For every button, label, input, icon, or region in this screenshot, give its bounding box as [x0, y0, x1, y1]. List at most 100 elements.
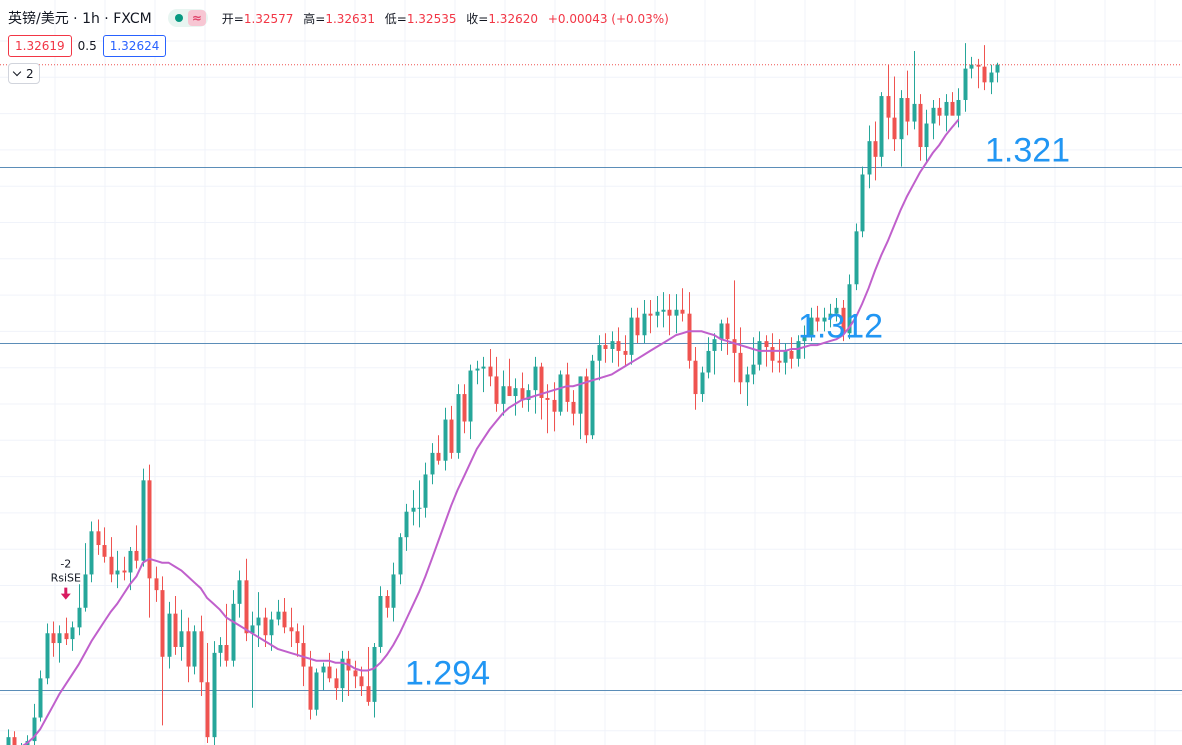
- candle-body: [963, 68, 968, 100]
- candle-body: [828, 313, 833, 318]
- candle-body: [398, 537, 403, 575]
- candle-body: [745, 374, 750, 383]
- symbol-title[interactable]: 英镑/美元 · 1h · FXCM: [8, 11, 152, 27]
- candle-body: [147, 480, 152, 579]
- candle-body: [70, 627, 75, 640]
- ohlc-low-value: 1.32535: [406, 11, 457, 26]
- candle-body: [751, 364, 756, 375]
- candle-body: [693, 360, 698, 395]
- candle-body: [6, 737, 11, 745]
- candle-body: [321, 666, 326, 673]
- candle-body: [950, 101, 955, 116]
- candle-body: [789, 350, 794, 359]
- candlestick-series: [6, 43, 1000, 745]
- candle-body: [873, 141, 878, 157]
- candle-body: [340, 658, 345, 689]
- candle-body: [122, 570, 127, 573]
- ohlc-close-label: 收=: [466, 11, 489, 26]
- buy-price-button[interactable]: 1.32624: [102, 35, 167, 57]
- indicators-toggle-button[interactable]: 2: [8, 63, 40, 84]
- candle-body: [256, 617, 261, 626]
- candle-body: [944, 101, 949, 116]
- ohlc-change-value: +0.00043 (+0.03%): [547, 11, 669, 26]
- candle-body: [667, 309, 672, 316]
- ohlc-low-label: 低=: [384, 11, 407, 26]
- candle-body: [109, 556, 114, 575]
- candle-body: [687, 313, 692, 361]
- candle-body: [199, 631, 204, 683]
- candle-body: [411, 507, 416, 512]
- candle-body: [706, 350, 711, 373]
- candle-body: [83, 574, 88, 608]
- candle-body: [533, 366, 538, 391]
- level-label: 1.294: [405, 655, 490, 693]
- candle-body: [815, 317, 820, 322]
- candle-body: [642, 313, 647, 336]
- candle-body: [629, 317, 634, 355]
- candle-body: [571, 401, 576, 414]
- candle-body: [969, 64, 974, 69]
- candle-body: [995, 64, 1000, 73]
- candle-body: [507, 386, 512, 397]
- candle-body: [250, 625, 255, 634]
- candle-body: [989, 72, 994, 83]
- candle-body: [167, 613, 172, 657]
- candle-body: [449, 419, 454, 453]
- candle-body: [725, 323, 730, 340]
- candle-body: [674, 309, 679, 316]
- candle-body: [597, 345, 602, 361]
- horizontal-levels: [0, 167, 1182, 691]
- candle-body: [867, 141, 872, 175]
- candle-body: [372, 646, 377, 702]
- candle-body: [886, 96, 891, 118]
- candle-body: [918, 103, 923, 148]
- candle-body: [738, 352, 743, 383]
- candle-body: [231, 603, 236, 661]
- ohlc-high-value: 1.32631: [325, 11, 375, 26]
- candle-body: [269, 619, 274, 636]
- candle-body: [308, 666, 313, 710]
- candle-body: [391, 574, 396, 608]
- candle-body: [834, 307, 839, 314]
- candle-body: [578, 376, 583, 414]
- symbol-legend: 英镑/美元 · 1h · FXCM ≈ 开=1.32577 高=1.32631 …: [8, 8, 675, 28]
- market-status[interactable]: ≈: [167, 9, 208, 27]
- candle-body: [51, 633, 56, 644]
- candle-body: [276, 611, 281, 620]
- candle-body: [937, 107, 942, 116]
- candle-body: [366, 686, 371, 702]
- candle-body: [456, 394, 461, 453]
- candle-body: [218, 645, 223, 653]
- candle-body: [912, 103, 917, 122]
- candle-body: [847, 284, 852, 334]
- candle-body: [301, 643, 306, 667]
- candle-body: [468, 370, 473, 422]
- market-open-icon: [174, 14, 183, 22]
- candle-body: [160, 590, 165, 657]
- candle-body: [924, 123, 929, 148]
- candle-body: [96, 531, 101, 546]
- sell-price-button[interactable]: 1.32619: [8, 35, 72, 57]
- candle-body: [732, 339, 737, 353]
- candle-body: [494, 376, 499, 404]
- level-label: 1.321: [985, 132, 1070, 170]
- candle-body: [757, 341, 762, 365]
- candle-body: [539, 366, 544, 398]
- candle-body: [648, 313, 653, 316]
- signal-label: -2: [60, 558, 71, 571]
- candle-body: [545, 397, 550, 400]
- candle-body: [982, 66, 987, 83]
- ohlc-values: 开=1.32577 高=1.32631 低=1.32535 收=1.32620 …: [222, 10, 675, 27]
- ohlc-close-value: 1.32620: [488, 11, 538, 26]
- candle-body: [334, 678, 339, 689]
- candle-body: [802, 335, 807, 342]
- candle-body: [481, 366, 486, 369]
- candle-body: [905, 98, 910, 122]
- candle-body: [783, 350, 788, 363]
- candle-body: [616, 341, 621, 351]
- candle-body: [237, 580, 242, 604]
- candle-body: [796, 341, 801, 359]
- candle-body: [488, 366, 493, 377]
- candle-body: [520, 388, 525, 400]
